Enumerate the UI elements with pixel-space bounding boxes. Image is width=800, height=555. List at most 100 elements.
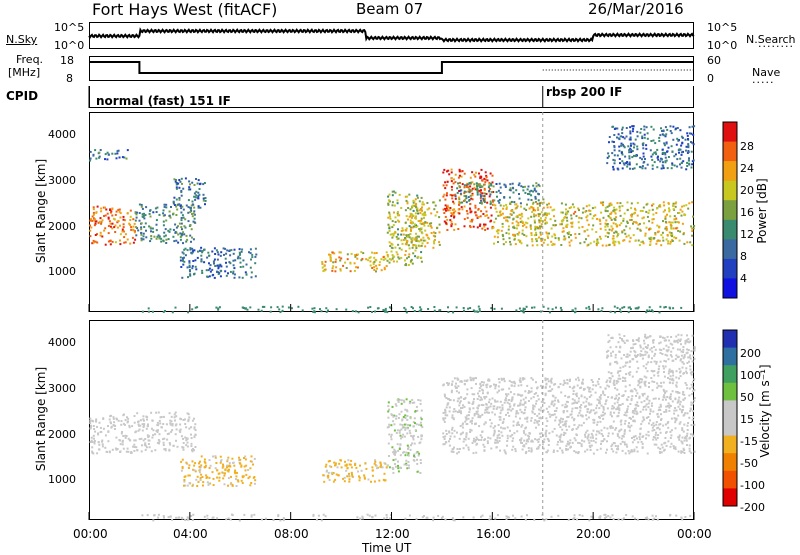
velocity-cell	[610, 425, 612, 427]
velocity-ground-cell	[283, 519, 285, 521]
power-cell	[547, 206, 549, 208]
velocity-cell	[670, 354, 672, 356]
velocity-cell	[629, 384, 631, 386]
power-cell	[178, 197, 180, 199]
velocity-cell	[209, 459, 211, 461]
velocity-cell	[511, 449, 513, 451]
velocity-ground-cell	[675, 515, 677, 517]
velocity-cell	[689, 369, 691, 371]
power-cell	[491, 191, 493, 193]
power-cell	[473, 183, 475, 185]
power-cell	[524, 186, 526, 188]
velocity-cell	[617, 445, 619, 447]
velocity-cell	[627, 340, 629, 342]
velocity-cell	[467, 447, 469, 449]
velocity-ground-cell	[175, 517, 177, 519]
power-cell	[640, 128, 642, 130]
power-cell	[605, 210, 607, 212]
power-cell	[350, 263, 352, 265]
power-cell	[104, 227, 106, 229]
power-cell	[643, 126, 645, 128]
power-cell	[548, 213, 550, 215]
velocity-cell	[394, 463, 396, 465]
velocity-cell	[147, 425, 149, 427]
velocity-cell	[387, 417, 389, 419]
velocity-cell	[642, 443, 644, 445]
velocity-cell	[547, 439, 549, 441]
velocity-cell	[453, 399, 455, 401]
power-ground-cell	[371, 311, 373, 313]
velocity-cell	[519, 409, 521, 411]
power-cell	[340, 257, 342, 259]
velocity-cell	[125, 419, 127, 421]
velocity-cell	[201, 455, 203, 457]
power-cell	[685, 168, 687, 170]
velocity-cell	[682, 351, 684, 353]
power-cell	[622, 167, 624, 169]
power-cell	[608, 141, 610, 143]
velocity-ground-cell	[452, 519, 454, 521]
power-ground-cell	[191, 308, 193, 310]
power-cell	[93, 242, 95, 244]
velocity-cell	[543, 402, 545, 404]
velocity-cell	[521, 437, 523, 439]
power-cell	[389, 194, 391, 196]
power-cell	[546, 204, 548, 206]
velocity-cell	[508, 388, 510, 390]
power-cell	[393, 212, 395, 214]
velocity-cell	[90, 441, 92, 443]
velocity-cell	[688, 341, 690, 343]
power-cell	[411, 242, 413, 244]
power-cell	[357, 267, 359, 269]
velocity-cell	[134, 415, 136, 417]
power-cell	[181, 183, 183, 185]
velocity-cell	[573, 390, 575, 392]
velocity-cell	[652, 340, 654, 342]
velocity-cell	[680, 375, 682, 377]
velocity-cell	[630, 418, 632, 420]
power-cell	[553, 209, 555, 211]
velocity-cell	[530, 398, 532, 400]
velocity-cell	[642, 358, 644, 360]
power-cell	[206, 257, 208, 259]
power-cell	[443, 184, 445, 186]
power-ground-cell	[377, 307, 379, 309]
power-cell	[415, 237, 417, 239]
power-cell	[230, 249, 232, 251]
velocity-cell	[120, 424, 122, 426]
power-cell	[632, 128, 634, 130]
velocity-ground-cell	[526, 514, 528, 516]
power-cell	[471, 171, 473, 173]
velocity-ground-cell	[574, 514, 576, 516]
velocity-cell	[692, 381, 694, 383]
velocity-cell	[639, 438, 641, 440]
power-cell	[498, 190, 500, 192]
power-cell	[691, 201, 693, 203]
power-cell	[388, 212, 390, 214]
power-cell	[127, 213, 129, 215]
velocity-cell	[674, 398, 676, 400]
power-cell	[468, 200, 470, 202]
power-cell	[208, 262, 210, 264]
power-cell	[468, 196, 470, 198]
velocity-cell	[213, 478, 215, 480]
velocity-cell	[619, 347, 621, 349]
power-cell	[203, 200, 205, 202]
velocity-cell	[599, 396, 601, 398]
velocity-ground-cell	[404, 518, 406, 520]
power-cell	[369, 257, 371, 259]
velocity-cell	[131, 425, 133, 427]
velocity-cell	[329, 460, 331, 462]
power-cell	[648, 220, 650, 222]
power-cell	[204, 203, 206, 205]
power-cell	[392, 244, 394, 246]
velocity-cell	[628, 396, 630, 398]
power-cell	[451, 180, 453, 182]
velocity-cell	[691, 424, 693, 426]
velocity-cell	[524, 402, 526, 404]
power-cell	[387, 254, 389, 256]
velocity-cell	[515, 413, 517, 415]
velocity-cell	[453, 408, 455, 410]
velocity-cell	[678, 397, 680, 399]
velocity-cell	[481, 436, 483, 438]
